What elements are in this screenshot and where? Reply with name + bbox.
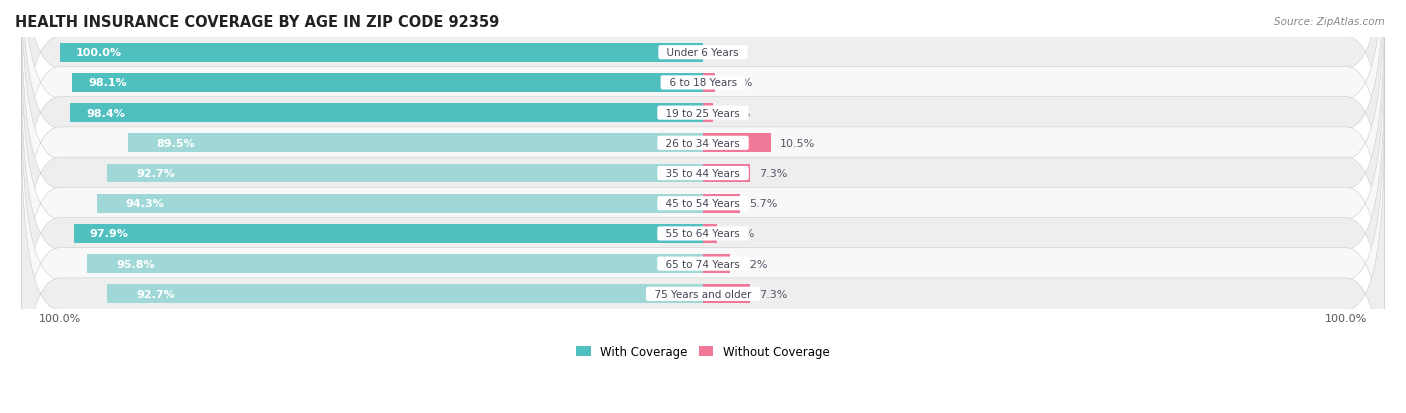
Text: 26 to 34 Years: 26 to 34 Years <box>659 138 747 148</box>
Text: 0.0%: 0.0% <box>713 48 741 58</box>
Text: 2.1%: 2.1% <box>725 229 755 239</box>
Bar <box>97 195 703 213</box>
Bar <box>703 104 713 123</box>
Text: 7.3%: 7.3% <box>759 169 787 178</box>
Text: 4.2%: 4.2% <box>740 259 768 269</box>
Text: 6 to 18 Years: 6 to 18 Years <box>662 78 744 88</box>
Text: 65 to 74 Years: 65 to 74 Years <box>659 259 747 269</box>
Bar <box>60 44 703 62</box>
Bar <box>72 74 703 93</box>
Text: 94.3%: 94.3% <box>125 199 165 209</box>
Text: 5.7%: 5.7% <box>749 199 778 209</box>
Bar <box>703 195 740 213</box>
FancyBboxPatch shape <box>21 0 1385 278</box>
Text: 92.7%: 92.7% <box>136 169 174 178</box>
FancyBboxPatch shape <box>21 99 1385 413</box>
FancyBboxPatch shape <box>21 0 1385 248</box>
Text: 89.5%: 89.5% <box>156 138 195 148</box>
Text: 75 Years and older: 75 Years and older <box>648 289 758 299</box>
Bar <box>128 134 703 153</box>
Text: 95.8%: 95.8% <box>115 259 155 269</box>
Text: 55 to 64 Years: 55 to 64 Years <box>659 229 747 239</box>
Bar <box>703 164 749 183</box>
Text: 10.5%: 10.5% <box>780 138 815 148</box>
FancyBboxPatch shape <box>21 129 1385 413</box>
Bar <box>703 74 716 93</box>
Text: 19 to 25 Years: 19 to 25 Years <box>659 108 747 119</box>
FancyBboxPatch shape <box>21 69 1385 399</box>
Text: Source: ZipAtlas.com: Source: ZipAtlas.com <box>1274 17 1385 26</box>
FancyBboxPatch shape <box>21 0 1385 218</box>
FancyBboxPatch shape <box>21 9 1385 339</box>
Text: 7.3%: 7.3% <box>759 289 787 299</box>
FancyBboxPatch shape <box>21 0 1385 309</box>
Bar <box>703 134 770 153</box>
Bar <box>87 255 703 273</box>
Bar <box>107 164 703 183</box>
Text: 35 to 44 Years: 35 to 44 Years <box>659 169 747 178</box>
Text: 98.1%: 98.1% <box>89 78 127 88</box>
Text: 45 to 54 Years: 45 to 54 Years <box>659 199 747 209</box>
Text: 97.9%: 97.9% <box>90 229 128 239</box>
Text: 100.0%: 100.0% <box>76 48 122 58</box>
Bar <box>703 225 717 243</box>
Text: Under 6 Years: Under 6 Years <box>661 48 745 58</box>
Text: HEALTH INSURANCE COVERAGE BY AGE IN ZIP CODE 92359: HEALTH INSURANCE COVERAGE BY AGE IN ZIP … <box>15 15 499 30</box>
FancyBboxPatch shape <box>21 39 1385 369</box>
Bar <box>73 225 703 243</box>
Bar <box>107 285 703 304</box>
Text: 1.6%: 1.6% <box>723 108 751 119</box>
Bar <box>703 285 749 304</box>
Text: 92.7%: 92.7% <box>136 289 174 299</box>
Legend: With Coverage, Without Coverage: With Coverage, Without Coverage <box>572 341 834 363</box>
Text: 98.4%: 98.4% <box>86 108 125 119</box>
Bar <box>70 104 703 123</box>
Bar <box>703 255 730 273</box>
Text: 1.9%: 1.9% <box>725 78 754 88</box>
